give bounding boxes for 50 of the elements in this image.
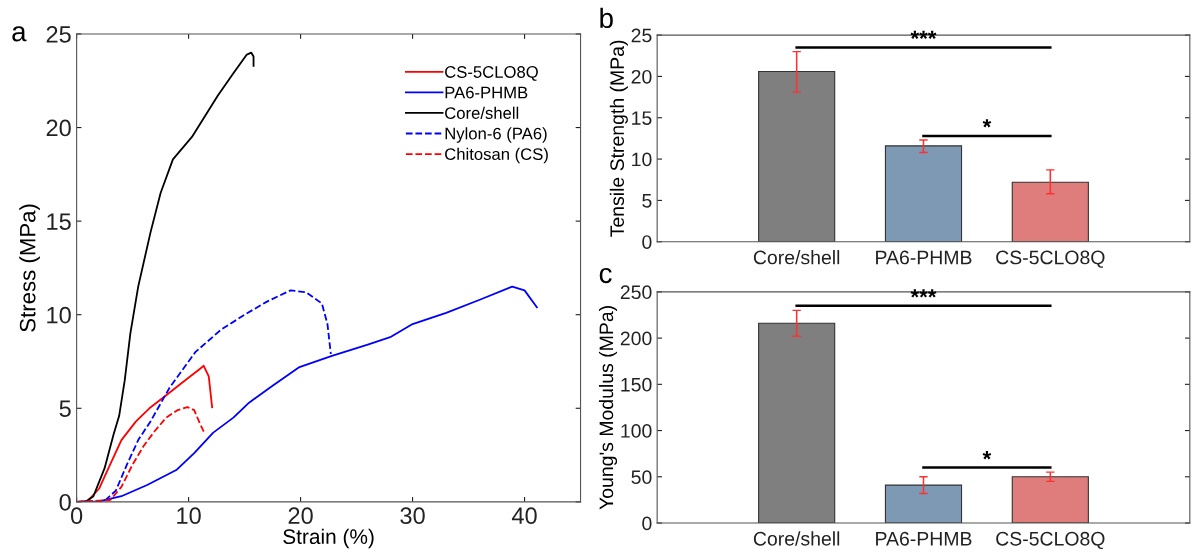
x-tick-label: 20 [288,507,313,525]
y-tick-label: 20 [46,119,71,137]
chart-title: b [600,7,613,29]
y-tick-label: 50 [631,470,652,485]
x-tick-label: CS-5CLO8Q [996,531,1105,550]
x-tick-label: 30 [400,507,425,525]
y-tick-label: 10 [632,152,652,167]
legend-label: CS-5CLO8Q [445,66,538,81]
bar [1011,476,1089,524]
annotation: * [982,451,992,460]
y-tick-label: 20 [631,69,652,84]
x-tick-label: Core/shell [753,531,840,546]
x-tick-label: 0 [70,507,83,525]
annotation: *** [910,30,937,39]
x-tick-label: CS-5CLO8Q [996,250,1105,268]
bar [884,145,963,242]
y-tick-label: 150 [621,377,652,392]
annotation: *** [910,289,937,298]
legend-label: Nylon-6 (PA6) [445,127,547,143]
x-tick-label: Core/shell [753,250,840,265]
y-axis-title: Stress (MPa) [19,204,40,332]
y-tick-label: 250 [620,285,652,300]
legend-label: Core/shell [445,106,519,119]
chart-title: a [12,26,27,42]
y-tick-label: 0 [59,493,71,511]
bar [758,322,836,524]
y-tick-label: 15 [47,213,71,230]
y-tick-label: 5 [642,194,652,208]
x-tick-label: PA6-PHMB [876,531,972,546]
y-axis-title: Tensile Strength (MPa) [609,40,628,237]
y-tick-label: 25 [631,28,652,43]
y-tick-label: 0 [642,235,652,249]
y-tick-label: 10 [47,306,71,324]
y-tick-label: 100 [621,424,652,438]
y-axis-title: Young's Modulus (MPa) [598,306,618,510]
legend-label: Chitosan (CS) [445,147,548,164]
bar [758,70,836,242]
bar [1011,181,1089,242]
x-tick-label: 40 [511,507,537,525]
legend-label: PA6-PHMB [445,86,528,99]
y-tick-label: 5 [59,400,71,418]
y-tick-label: 200 [620,331,652,346]
y-tick-label: 25 [46,26,71,43]
x-axis-title: Strain (%) [283,528,374,549]
x-tick-label: PA6-PHMB [876,250,972,265]
annotation: * [982,119,992,128]
chart-title: c [599,267,612,284]
y-tick-label: 15 [632,111,652,125]
x-tick-label: 10 [177,507,201,525]
bar [884,484,963,524]
